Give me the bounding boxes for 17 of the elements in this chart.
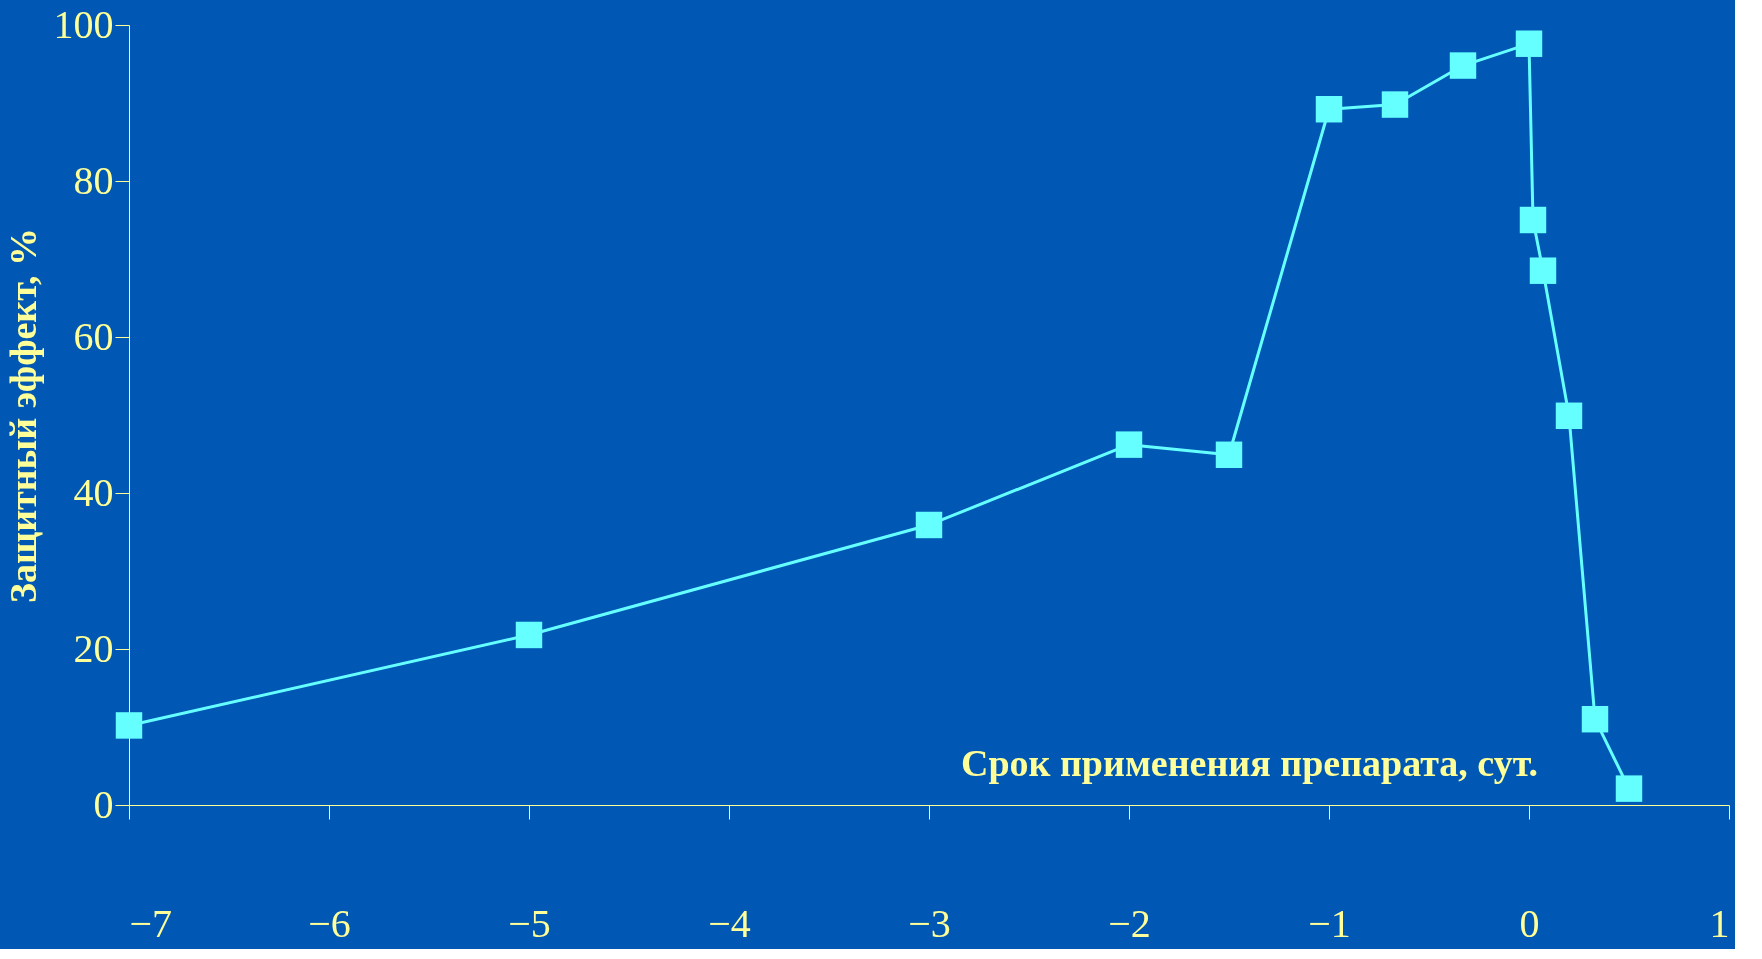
- y-tick-label: 0: [93, 781, 114, 827]
- x-tick-label: −2: [1108, 900, 1151, 946]
- x-tick-label: −6: [308, 900, 351, 946]
- x-tick-label: −1: [1308, 900, 1351, 946]
- y-axis-title: Защитный эффект, %: [1, 227, 44, 604]
- y-tick-label: 100: [53, 1, 114, 47]
- y-tick-label: 20: [73, 625, 114, 671]
- y-tick-label: 80: [73, 157, 114, 203]
- y-tick-label: 40: [73, 469, 114, 515]
- x-tick-label: −7: [129, 900, 173, 946]
- x-tick-label: 0: [1519, 900, 1540, 946]
- x-axis-title: Срок применения препарата, сут.: [961, 741, 1538, 784]
- x-tick-label: −5: [508, 900, 551, 946]
- x-tick-label: 1: [1709, 900, 1730, 946]
- x-tick-label: −3: [908, 900, 951, 946]
- y-tick-label: 60: [73, 313, 114, 359]
- x-tick-label: −4: [708, 900, 751, 946]
